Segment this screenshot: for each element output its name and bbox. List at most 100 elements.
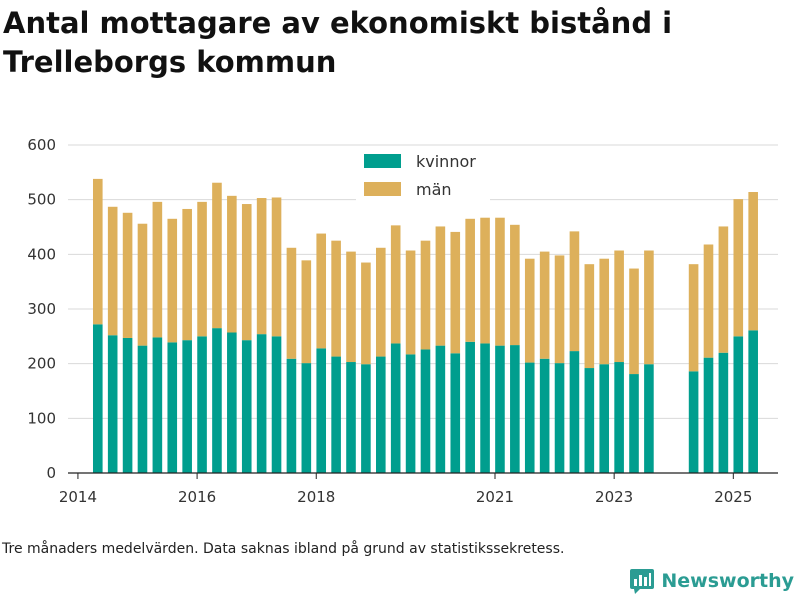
bar-kvinnor bbox=[241, 340, 252, 473]
bar-kvinnor bbox=[301, 363, 312, 473]
bar-kvinnor bbox=[539, 358, 550, 473]
bar-kvinnor bbox=[316, 348, 327, 473]
bar-man bbox=[703, 244, 714, 358]
bar-man bbox=[301, 260, 312, 364]
y-tick-label: 300 bbox=[27, 300, 56, 318]
legend-label: män bbox=[416, 180, 452, 199]
bar-kvinnor bbox=[644, 364, 654, 473]
bar-kvinnor bbox=[92, 324, 103, 473]
bar-kvinnor bbox=[227, 332, 237, 473]
y-tick-label: 0 bbox=[46, 464, 56, 482]
brand-name: Newsworthy bbox=[661, 570, 794, 592]
bar-man bbox=[152, 201, 163, 338]
bar-man bbox=[212, 182, 222, 329]
bar-man bbox=[524, 258, 535, 363]
bar-kvinnor bbox=[405, 354, 416, 473]
y-tick-label: 200 bbox=[27, 355, 56, 373]
bar-kvinnor bbox=[480, 343, 490, 473]
bar-kvinnor bbox=[107, 335, 118, 473]
bar-man bbox=[435, 226, 446, 346]
bar-man bbox=[167, 218, 178, 343]
bar-kvinnor bbox=[271, 336, 282, 473]
bar-kvinnor bbox=[629, 374, 639, 473]
chart-title: Antal mottagare av ekonomiskt bistånd i … bbox=[3, 6, 673, 79]
bar-kvinnor bbox=[137, 345, 148, 473]
bar-kvinnor bbox=[390, 343, 401, 473]
bar-man bbox=[92, 178, 103, 325]
legend-swatch bbox=[364, 182, 401, 196]
bar-kvinnor bbox=[122, 337, 133, 473]
bar-kvinnor bbox=[569, 351, 580, 473]
bar-man bbox=[614, 250, 624, 363]
bar-kvinnor bbox=[554, 363, 565, 473]
bar-kvinnor bbox=[465, 341, 475, 473]
x-tick-label: 2014 bbox=[59, 488, 97, 506]
y-tick-label: 100 bbox=[27, 409, 56, 427]
bar-man bbox=[241, 204, 252, 341]
newsworthy-logo-icon bbox=[630, 569, 655, 594]
bar-kvinnor bbox=[718, 352, 729, 473]
y-tick-label: 400 bbox=[27, 245, 56, 263]
bar-man bbox=[137, 223, 148, 346]
bar-kvinnor bbox=[286, 358, 297, 473]
x-tick-label: 2023 bbox=[595, 488, 633, 506]
bar-kvinnor bbox=[450, 353, 461, 473]
bar-man bbox=[286, 247, 297, 359]
bar-man bbox=[346, 251, 356, 363]
bar-kvinnor bbox=[435, 345, 446, 473]
bar-man bbox=[375, 247, 386, 357]
bar-man bbox=[569, 231, 580, 352]
bar-man bbox=[554, 255, 565, 364]
bar-man bbox=[390, 225, 401, 344]
bar-kvinnor bbox=[584, 368, 595, 473]
bar-man bbox=[122, 212, 133, 338]
x-tick-label: 2021 bbox=[476, 488, 514, 506]
bar-man bbox=[748, 192, 758, 331]
bar-kvinnor bbox=[614, 362, 624, 473]
bar-man bbox=[629, 268, 639, 375]
bar-kvinnor bbox=[375, 356, 386, 473]
bar-man bbox=[256, 198, 267, 335]
bar-kvinnor bbox=[733, 336, 744, 473]
legend-swatch bbox=[364, 154, 401, 168]
bar-kvinnor bbox=[197, 336, 207, 473]
bar-man bbox=[465, 218, 475, 342]
bar-man bbox=[718, 226, 729, 353]
bar-kvinnor bbox=[361, 364, 371, 473]
bar-kvinnor bbox=[212, 328, 222, 473]
bar-man bbox=[316, 233, 327, 349]
bar-kvinnor bbox=[495, 345, 505, 473]
bar-man bbox=[405, 250, 416, 355]
legend: kvinnor män bbox=[356, 148, 490, 204]
bar-kvinnor bbox=[152, 337, 163, 473]
bar-kvinnor bbox=[703, 357, 714, 473]
bar-kvinnor bbox=[256, 334, 267, 473]
bar-man bbox=[688, 264, 699, 372]
brand-logo[interactable]: Newsworthy bbox=[629, 568, 794, 594]
bar-kvinnor bbox=[510, 345, 520, 473]
x-axis: 2014 2016 2018 2021 2023 2025 bbox=[59, 472, 778, 506]
legend-label: kvinnor bbox=[416, 152, 476, 171]
bar-kvinnor bbox=[599, 364, 610, 473]
y-tick-label: 500 bbox=[27, 191, 56, 209]
bar-man bbox=[107, 206, 118, 336]
bar-man bbox=[420, 240, 431, 350]
y-tick-label: 600 bbox=[27, 136, 56, 154]
bar-kvinnor bbox=[346, 362, 356, 473]
x-tick-label: 2018 bbox=[297, 488, 335, 506]
bar-man bbox=[450, 231, 461, 354]
bar-man bbox=[331, 240, 341, 357]
bar-man bbox=[733, 199, 744, 337]
bar-kvinnor bbox=[167, 342, 178, 473]
bar-kvinnor bbox=[182, 340, 192, 473]
y-axis: 0 100 200 300 400 500 600 bbox=[27, 136, 56, 482]
bar-man bbox=[480, 217, 490, 344]
bar-man bbox=[197, 201, 207, 337]
bars bbox=[92, 178, 758, 473]
bar-kvinnor bbox=[748, 330, 758, 473]
bar-man bbox=[510, 224, 520, 346]
bar-kvinnor bbox=[331, 356, 341, 473]
bar-kvinnor bbox=[688, 371, 699, 473]
bar-kvinnor bbox=[524, 362, 535, 473]
